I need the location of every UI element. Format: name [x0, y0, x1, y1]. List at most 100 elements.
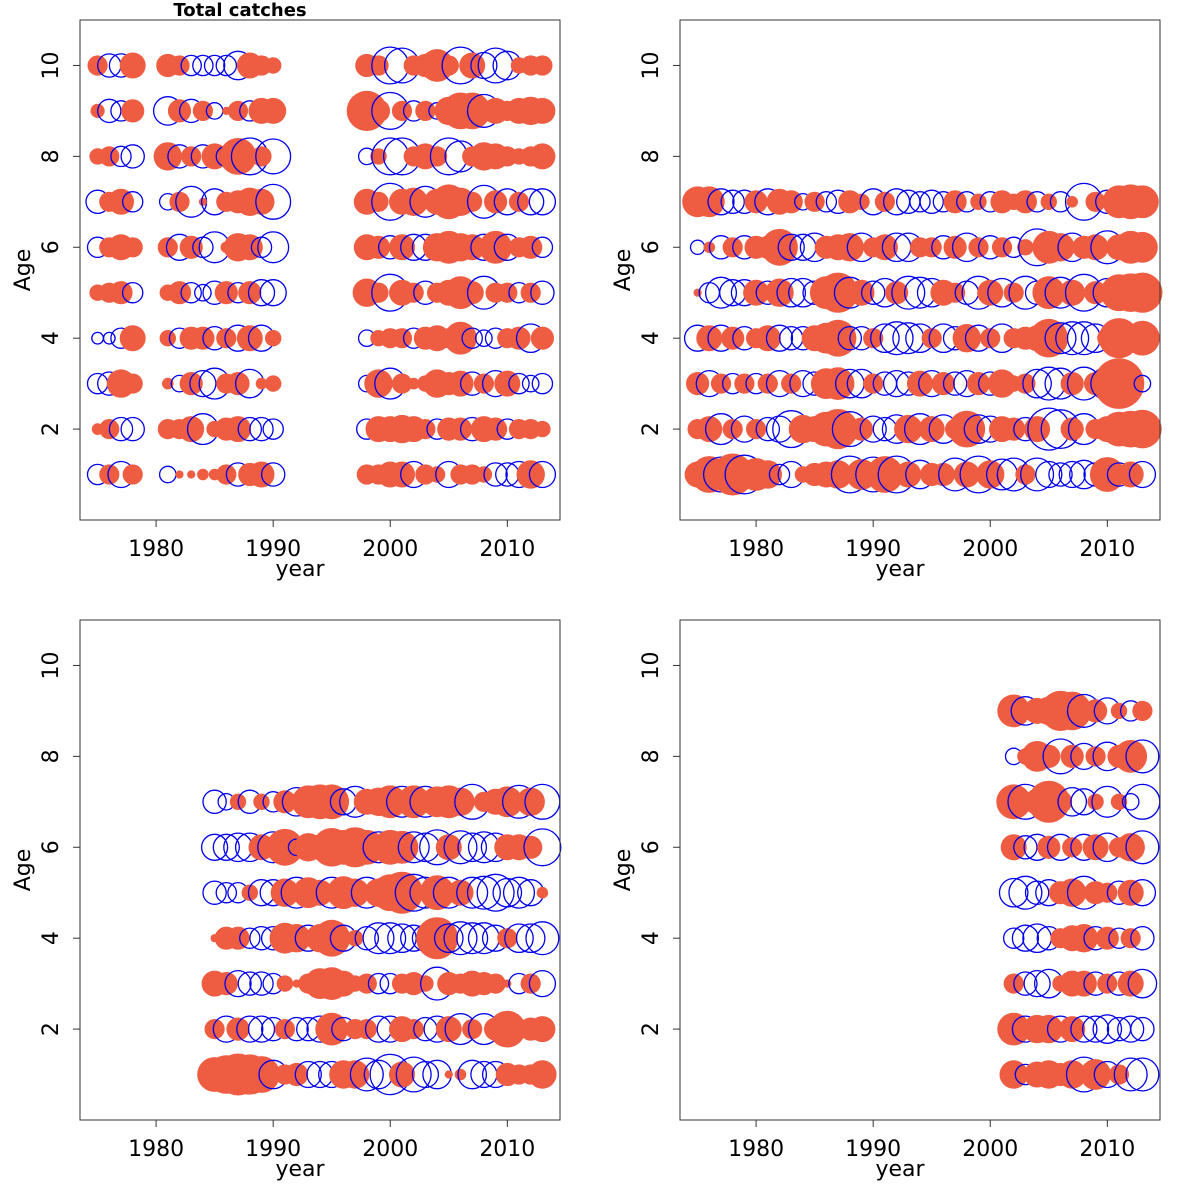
positive-residual-bubble — [520, 973, 541, 994]
positive-residual-bubble — [977, 279, 1004, 306]
positive-residual-bubble — [251, 146, 272, 167]
positive-residual-bubble — [1034, 1014, 1064, 1044]
positive-residual-bubble — [753, 460, 782, 489]
negative-residual-bubble — [215, 881, 238, 904]
negative-residual-bubble — [1117, 1015, 1145, 1043]
negative-residual-bubble — [110, 145, 132, 168]
positive-residual-bubble — [479, 230, 512, 264]
positive-residual-bubble — [389, 461, 415, 488]
positive-residual-bubble — [991, 237, 1013, 258]
positive-residual-bubble — [931, 462, 956, 487]
positive-residual-bubble — [119, 52, 146, 79]
negative-residual-bubble — [891, 275, 926, 310]
positive-residual-bubble — [122, 373, 143, 394]
positive-residual-bubble — [253, 793, 270, 810]
negative-residual-bubble — [1048, 462, 1073, 487]
positive-residual-bubble — [1132, 700, 1153, 722]
positive-residual-bubble — [722, 419, 743, 440]
positive-residual-bubble — [273, 790, 297, 814]
positive-residual-bubble — [265, 375, 282, 392]
positive-residual-bubble — [744, 190, 768, 214]
positive-residual-bubble — [391, 373, 413, 394]
positive-residual-bubble — [373, 785, 407, 819]
positive-residual-bubble — [391, 100, 413, 121]
positive-residual-bubble — [693, 288, 702, 297]
negative-residual-bubble — [528, 969, 557, 998]
negative-residual-bubble — [1020, 457, 1055, 492]
positive-residual-bubble — [516, 460, 545, 489]
negative-residual-bubble — [259, 279, 287, 307]
x-tick-label: 1980 — [728, 537, 784, 562]
positive-residual-bubble — [314, 784, 350, 820]
positive-residual-bubble — [1066, 196, 1078, 208]
x-tick-label: 1980 — [128, 1137, 184, 1162]
positive-residual-bubble — [99, 146, 120, 167]
negative-residual-bubble — [212, 833, 240, 861]
negative-residual-bubble — [255, 138, 292, 175]
positive-residual-bubble — [167, 281, 192, 305]
negative-residual-bubble — [502, 876, 536, 909]
negative-residual-bubble — [433, 923, 464, 954]
positive-residual-bubble — [265, 330, 282, 347]
negative-residual-bubble — [262, 418, 284, 440]
negative-residual-bubble — [1002, 927, 1025, 949]
x-axis-label: year — [875, 557, 925, 582]
positive-residual-bubble — [1093, 358, 1145, 409]
positive-residual-bubble — [187, 470, 196, 479]
positive-residual-bubble — [485, 973, 506, 994]
positive-residual-bubble — [894, 414, 923, 444]
negative-residual-bubble — [1128, 460, 1157, 489]
positive-residual-bubble — [781, 373, 802, 394]
positive-residual-bubble — [1122, 272, 1163, 313]
positive-residual-bubble — [529, 143, 556, 170]
positive-residual-bubble — [952, 324, 981, 353]
negative-residual-bubble — [461, 327, 483, 349]
positive-residual-bubble — [444, 1070, 453, 1079]
positive-residual-bubble — [214, 972, 238, 996]
plot-frame — [79, 19, 561, 521]
positive-residual-bubble — [1062, 837, 1083, 858]
negative-residual-bubble — [1113, 1057, 1148, 1092]
positive-residual-bubble — [370, 148, 387, 165]
positive-residual-bubble — [473, 373, 494, 394]
positive-residual-bubble — [444, 321, 477, 355]
x-axis-label: year — [275, 557, 325, 582]
positive-residual-bubble — [122, 237, 143, 258]
y-tick-label: 4 — [639, 931, 664, 945]
positive-residual-bubble — [821, 367, 855, 400]
positive-residual-bubble — [497, 928, 518, 949]
positive-residual-bubble — [427, 146, 448, 167]
y-tick-label: 8 — [639, 749, 664, 763]
negative-residual-bubble — [202, 880, 227, 905]
positive-residual-bubble — [1058, 1060, 1087, 1089]
negative-residual-bubble — [1055, 321, 1090, 356]
negative-residual-bubble — [707, 188, 735, 216]
negative-residual-bubble — [1127, 968, 1158, 999]
negative-residual-bubble — [1081, 1015, 1110, 1043]
positive-residual-bubble — [1108, 1064, 1130, 1085]
positive-residual-bubble — [849, 417, 874, 441]
x-tick-label: 1980 — [128, 537, 184, 562]
positive-residual-bubble — [179, 235, 203, 259]
positive-residual-bubble — [415, 419, 436, 440]
positive-residual-bubble — [885, 281, 909, 305]
negative-residual-bubble — [859, 415, 887, 443]
negative-residual-bubble — [755, 416, 781, 442]
positive-residual-bubble — [453, 92, 491, 130]
positive-residual-bubble — [686, 372, 710, 396]
positive-residual-bubble — [157, 237, 178, 258]
positive-residual-bubble — [198, 197, 207, 206]
negative-residual-bubble — [528, 460, 557, 489]
positive-residual-bubble — [460, 281, 484, 305]
positive-residual-bubble — [987, 369, 1017, 398]
positive-residual-bubble — [108, 188, 134, 215]
bubbles — [197, 783, 562, 1096]
negative-residual-bubble — [457, 1059, 488, 1090]
positive-residual-bubble — [1123, 409, 1162, 449]
positive-residual-bubble — [1087, 793, 1104, 810]
negative-residual-bubble — [1035, 460, 1063, 489]
negative-residual-bubble — [374, 922, 407, 955]
negative-residual-bubble — [919, 189, 944, 215]
bubbles — [996, 690, 1161, 1093]
